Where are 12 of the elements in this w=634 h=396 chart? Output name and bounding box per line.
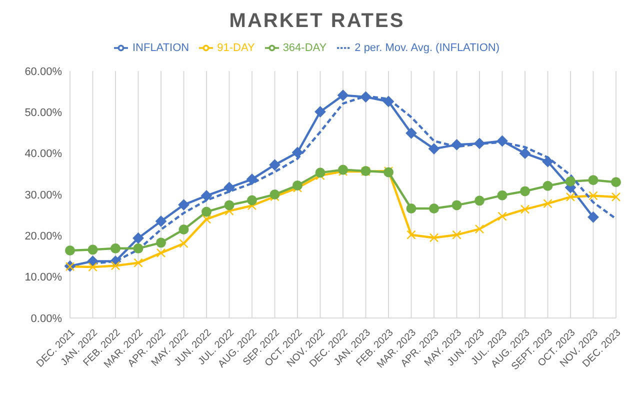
y-tick-label: 60.00% xyxy=(24,66,62,78)
chart-title: MARKET RATES xyxy=(228,9,406,34)
y-tick-label: 10.00% xyxy=(24,272,62,284)
legend-label: 2 per. Mov. Avg. (INFLATION) xyxy=(354,42,500,54)
y-tick-label: 20.00% xyxy=(24,230,62,243)
legend-label: INFLATION xyxy=(132,42,190,54)
y-tick-label: 50.00% xyxy=(24,107,62,120)
y-tick-label: 40.00% xyxy=(24,148,62,160)
legend-label: 364-DAY xyxy=(282,42,327,54)
legend-label: 91-DAY xyxy=(217,42,255,54)
y-tick-label: 30.00% xyxy=(24,189,62,202)
y-tick-label: 0.00% xyxy=(30,312,62,325)
